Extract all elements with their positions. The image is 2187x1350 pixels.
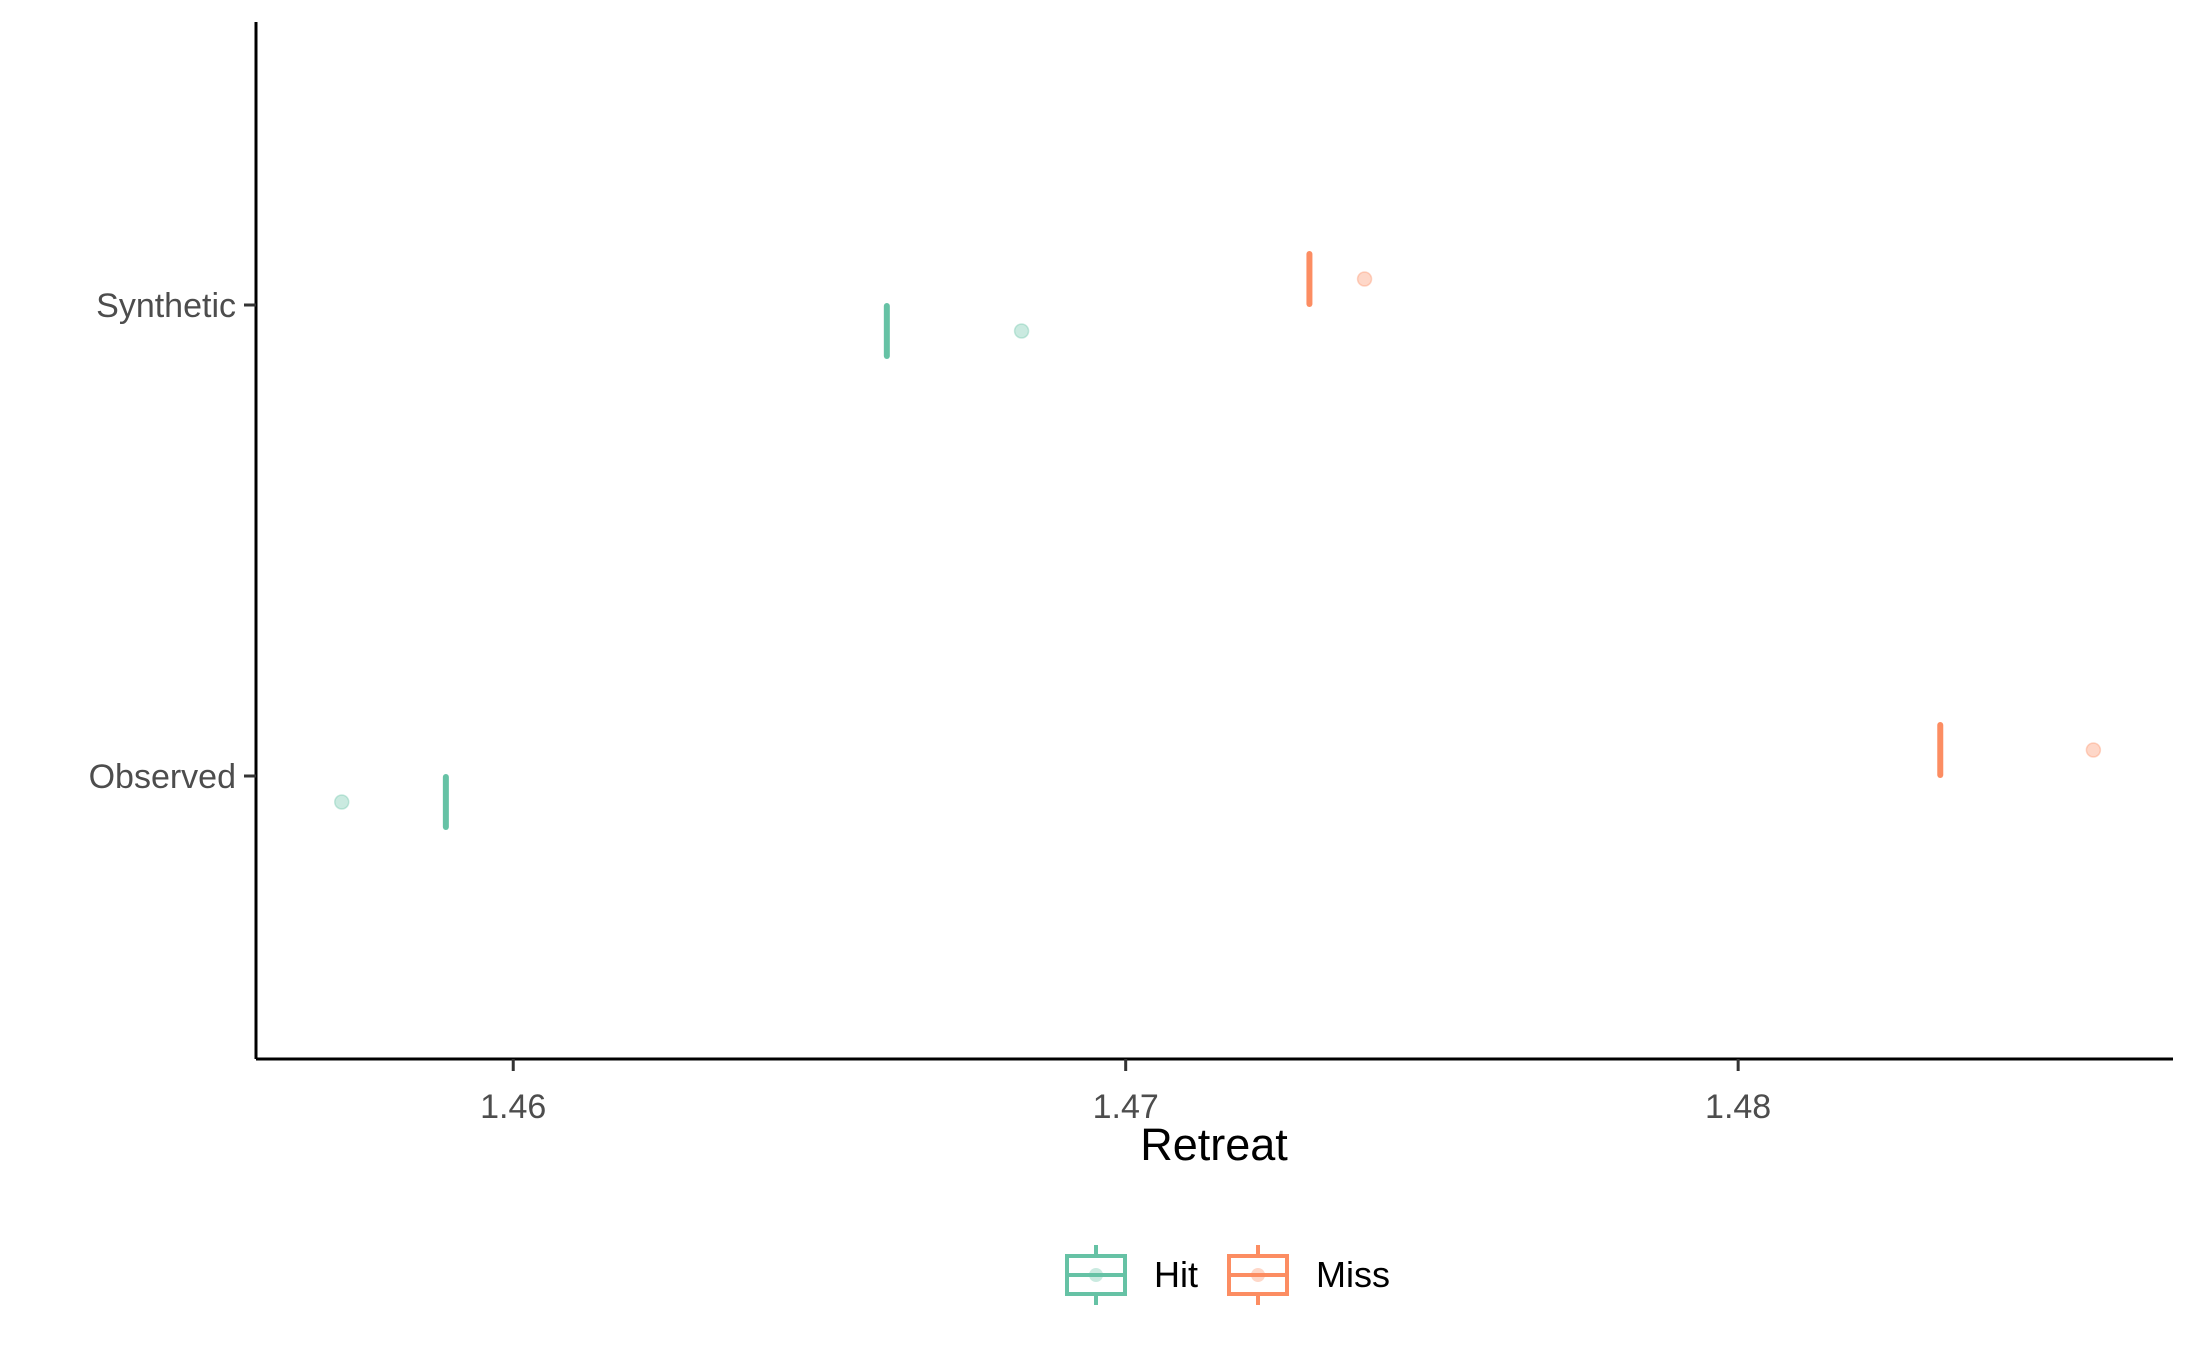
x-tick-label: 1.46 bbox=[480, 1088, 546, 1126]
y-tick-label: Observed bbox=[89, 758, 236, 796]
x-tick-label: 1.47 bbox=[1093, 1088, 1159, 1126]
x-tick-label: 1.48 bbox=[1705, 1088, 1771, 1126]
legend-key-miss bbox=[1227, 1245, 1289, 1305]
marks bbox=[333, 251, 2102, 830]
legend-label-miss: Miss bbox=[1316, 1254, 1390, 1295]
outlier-miss-observed bbox=[2085, 742, 2102, 758]
legend-point bbox=[1089, 1268, 1103, 1282]
axes bbox=[254, 22, 2173, 1061]
legend-label-hit: Hit bbox=[1154, 1254, 1198, 1295]
y-ticks: Synthetic Observed bbox=[89, 287, 256, 796]
outlier-hit-observed bbox=[333, 794, 350, 810]
y-tick-label: Synthetic bbox=[96, 287, 236, 325]
legend: Hit Miss bbox=[1065, 1245, 1390, 1305]
outlier-miss-synthetic bbox=[1356, 271, 1373, 287]
outlier-hit-synthetic bbox=[1013, 323, 1030, 339]
legend-point bbox=[1251, 1268, 1265, 1282]
x-ticks: 1.46 1.47 1.48 bbox=[480, 1059, 1771, 1126]
legend-key-hit bbox=[1065, 1245, 1127, 1305]
x-axis-title: Retreat bbox=[1140, 1119, 1288, 1170]
